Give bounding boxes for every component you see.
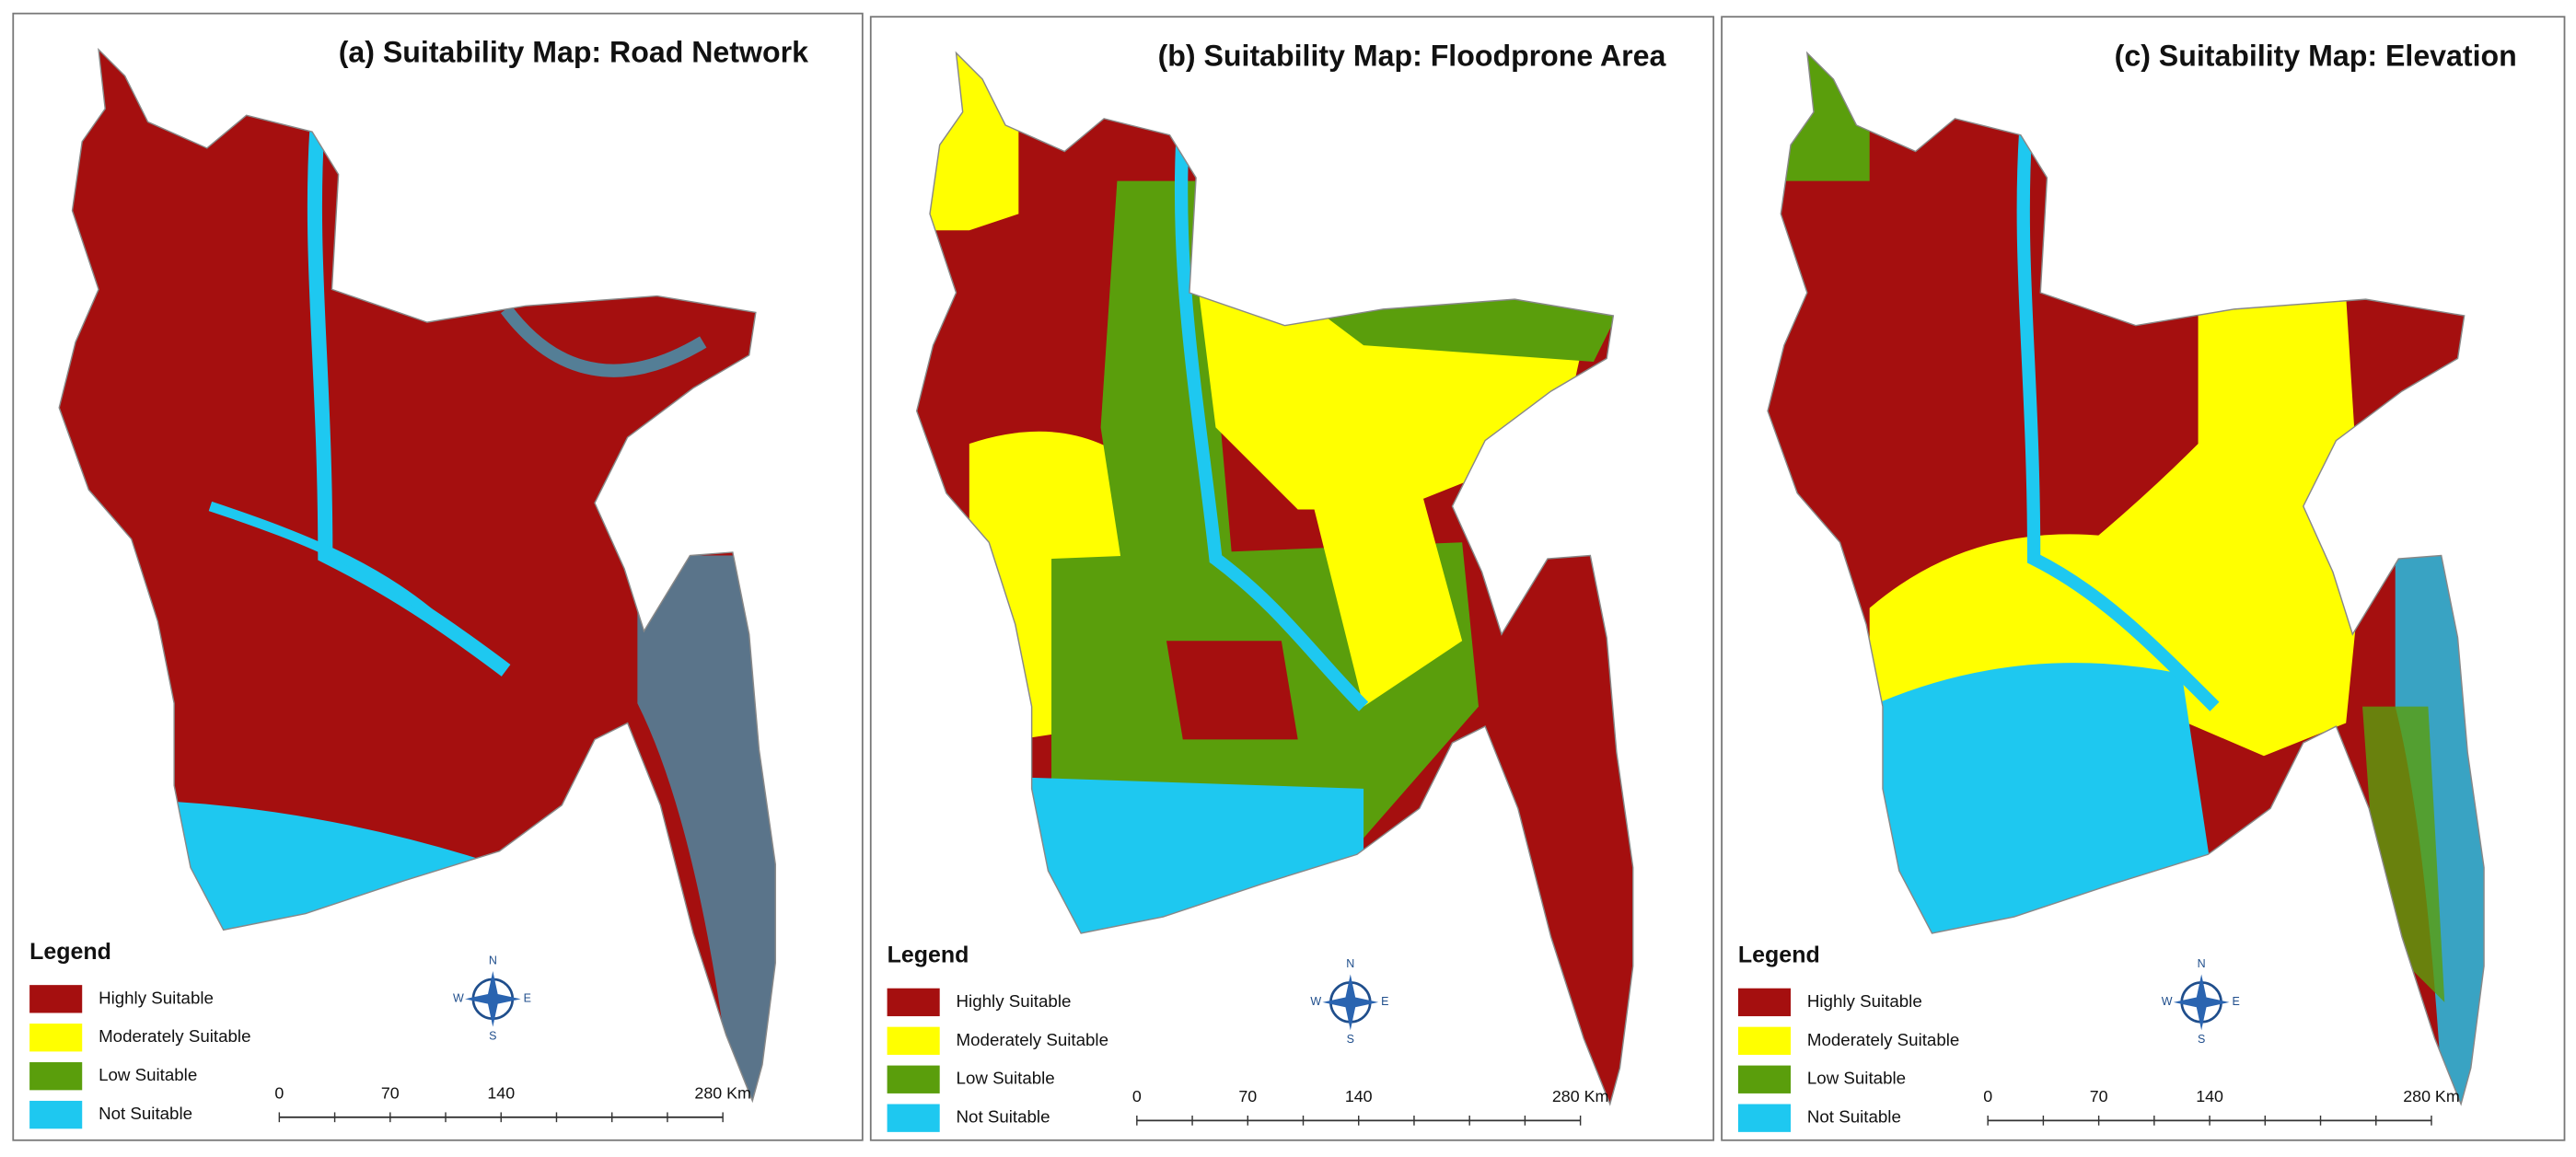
region (1770, 52, 1870, 181)
compass-s: S (2198, 1033, 2205, 1046)
scale-label: 140 (2196, 1087, 2223, 1105)
legend-swatch (29, 985, 83, 1013)
legend-label: Low Suitable (957, 1069, 1055, 1088)
compass-e: E (1381, 995, 1388, 1008)
compass-e: E (2232, 995, 2239, 1008)
panel-title: (a) Suitability Map: Road Network (339, 36, 808, 69)
scale-label: 0 (274, 1084, 284, 1103)
compass-e: E (524, 992, 531, 1005)
legend-label: Low Suitable (99, 1065, 197, 1084)
scale-label: 280 Km (2403, 1087, 2459, 1105)
compass-n: N (1346, 957, 1354, 970)
region (1314, 460, 1463, 707)
legend-label: Moderately Suitable (99, 1026, 250, 1046)
panel-frame (869, 16, 1715, 1141)
legend-swatch (887, 988, 940, 1017)
river (208, 501, 460, 642)
legend-label: Moderately Suitable (1807, 1030, 1959, 1049)
legend-label: Moderately Suitable (957, 1030, 1108, 1049)
scale-label: 70 (381, 1084, 400, 1103)
legend-label: Not Suitable (957, 1107, 1050, 1127)
legend-label: Highly Suitable (957, 991, 1072, 1011)
scale-label: 70 (2090, 1087, 2108, 1105)
scale-label: 0 (1132, 1087, 1142, 1105)
compass-w: W (1310, 995, 1321, 1008)
panel-title: (b) Suitability Map: Floodprone Area (1158, 39, 1667, 72)
panel-title: (c) Suitability Map: Elevation (2115, 39, 2517, 72)
legend-swatch (29, 1100, 83, 1129)
scale-label: 70 (1238, 1087, 1257, 1105)
legend-label: Not Suitable (1807, 1107, 1901, 1127)
compass-n: N (489, 955, 497, 967)
legend-label: Not Suitable (99, 1104, 192, 1123)
legend-label: Highly Suitable (1807, 991, 1922, 1011)
scale-label: 140 (487, 1084, 515, 1103)
river (2016, 131, 2220, 712)
map-road (58, 49, 777, 1102)
legend-swatch (887, 1104, 940, 1132)
compass-s: S (489, 1030, 496, 1043)
compass-n: N (2198, 957, 2206, 970)
legend-swatch (1737, 1104, 1792, 1132)
compass-star (1322, 974, 1379, 1031)
legend-swatch (887, 1026, 940, 1055)
legend-title: Legend (29, 939, 111, 965)
legend-swatch (1737, 988, 1792, 1017)
wetland (500, 305, 707, 377)
scale-label: 280 Km (1552, 1087, 1608, 1105)
scale-label: 0 (1983, 1087, 1992, 1105)
region (1869, 663, 2232, 1002)
legend-label: Low Suitable (1807, 1069, 1906, 1088)
legend-label: Highly Suitable (99, 988, 214, 1007)
legend-swatch (887, 1065, 940, 1093)
compass-star (2173, 974, 2230, 1031)
panel-frame (1721, 16, 2566, 1141)
region (637, 555, 776, 1101)
scale-label: 280 Km (694, 1084, 750, 1103)
region (1166, 641, 1298, 740)
region (1297, 295, 1627, 362)
compass-s: S (1347, 1033, 1354, 1046)
legend-title: Legend (1738, 943, 1820, 968)
legend-swatch (29, 1062, 83, 1091)
compass-w: W (2162, 995, 2173, 1008)
legend-title: Legend (888, 943, 969, 968)
legend-swatch (1737, 1065, 1792, 1093)
river (1174, 131, 1369, 712)
region (916, 52, 1019, 231)
compass-star (464, 970, 521, 1027)
panel-frame (12, 12, 864, 1141)
scale-label: 140 (1345, 1087, 1373, 1105)
map-elevation (1767, 52, 2485, 1105)
map-flood (915, 52, 1634, 1105)
legend-swatch (29, 1024, 83, 1052)
legend-swatch (1737, 1026, 1792, 1055)
compass-w: W (453, 992, 464, 1005)
